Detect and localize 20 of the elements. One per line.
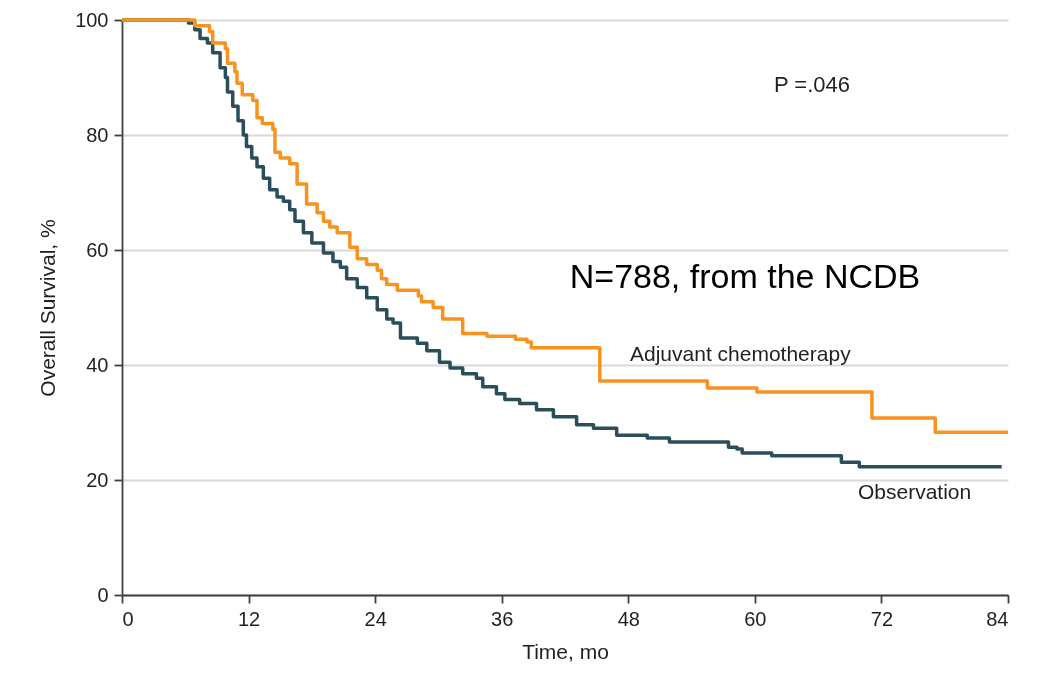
- x-tick-label: 24: [364, 607, 387, 630]
- x-tick-label: 0: [122, 607, 134, 630]
- x-tick-label: 72: [870, 607, 894, 630]
- y-tick-label: 60: [86, 238, 109, 261]
- x-tick-label: 36: [491, 607, 514, 630]
- x-tick-label: 12: [237, 607, 261, 630]
- y-tick-label: 0: [97, 583, 109, 606]
- x-tick-label: 48: [617, 607, 640, 630]
- y-tick-label: 20: [86, 468, 109, 491]
- annotation: P =.046: [773, 72, 851, 97]
- series-label: Adjuvant chemotherapy: [630, 342, 852, 365]
- y-tick-label: 40: [86, 353, 109, 376]
- annotation: N=788, from the NCDB: [569, 257, 921, 295]
- x-axis-title: Time, mo: [522, 639, 609, 663]
- series-label: Observation: [858, 480, 972, 503]
- x-tick-label: 84: [986, 607, 1009, 630]
- x-tick-label: 60: [744, 607, 767, 630]
- y-axis-title: Overall Survival, %: [36, 219, 60, 397]
- y-tick-label: 80: [86, 123, 109, 146]
- y-tick-label: 100: [75, 8, 109, 31]
